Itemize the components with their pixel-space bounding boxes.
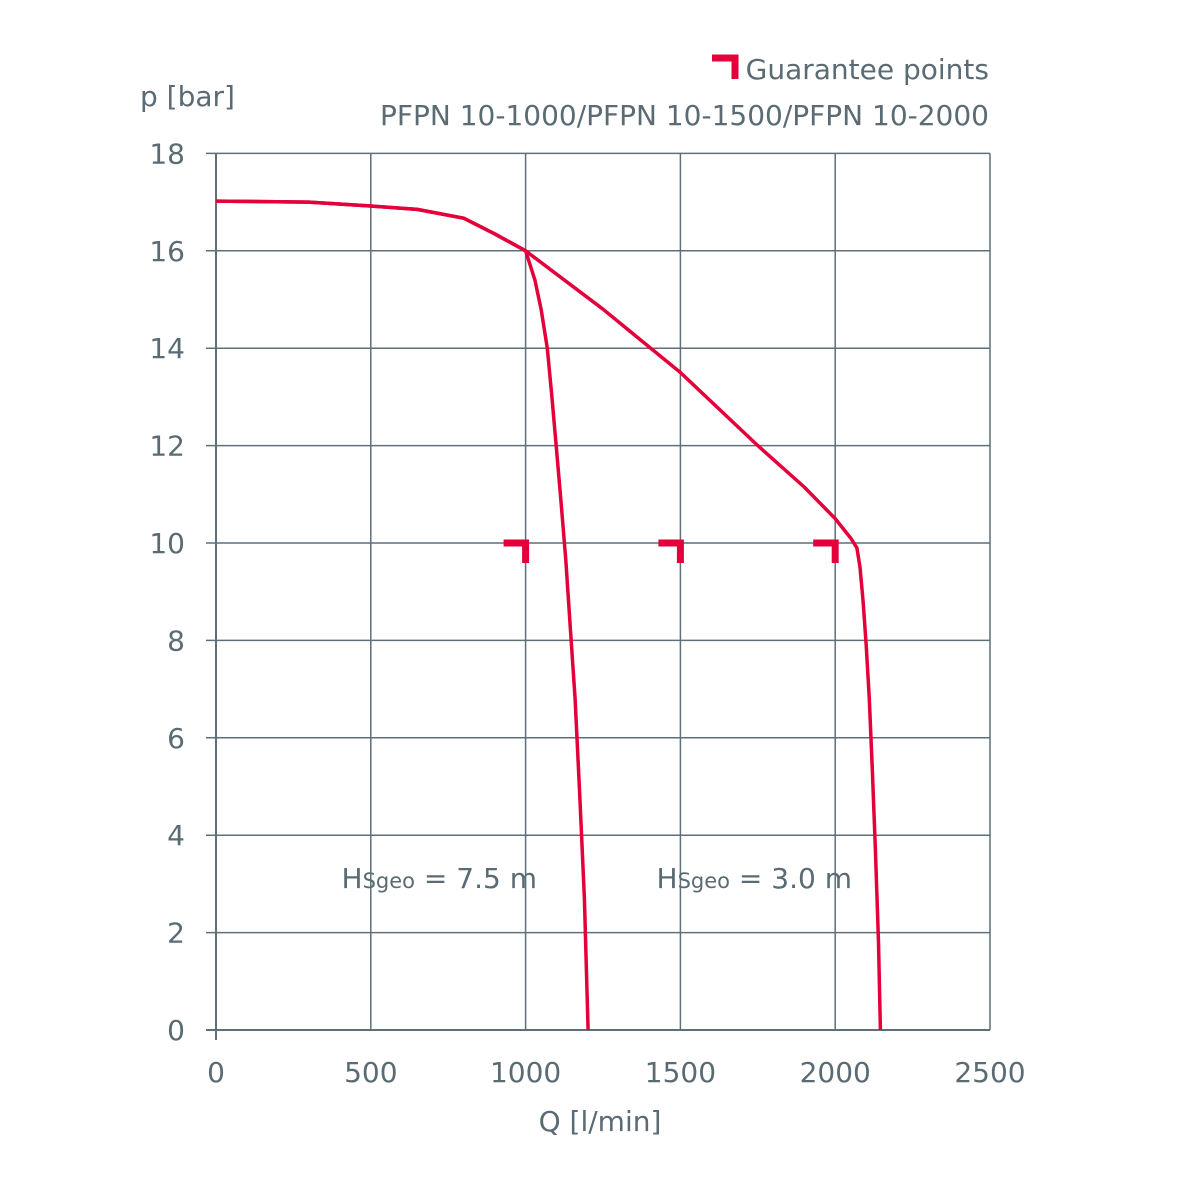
y-tick-label: 8 [167, 624, 185, 657]
x-tick-label: 2500 [954, 1056, 1025, 1089]
series-line-1 [215, 199, 590, 1031]
curves [215, 199, 883, 1031]
guarantee-point-marker [813, 539, 839, 563]
annotations: HSgeo = 7.5 m HSgeo = 3.0 m [342, 862, 852, 895]
series-line-2 [215, 199, 883, 1031]
guarantee-point-marker [658, 539, 684, 563]
y-tick-label: 6 [167, 722, 185, 755]
y-tick-label: 10 [149, 527, 185, 560]
chart-title: PFPN 10-1000/PFPN 10-1500/PFPN 10-2000 [380, 99, 989, 132]
x-tick-label: 0 [207, 1056, 225, 1089]
y-tick-label: 18 [149, 137, 185, 170]
tick-labels: 0 500 1000 1500 2000 2500 0 2 4 6 8 10 12 14 16 18 [149, 137, 1025, 1089]
legend-guarantee-marker [712, 54, 739, 79]
x-axis-label: Q [l/min] [539, 1105, 662, 1138]
y-axis-label: p [bar] [140, 80, 235, 113]
legend-label: Guarantee points [746, 53, 989, 86]
y-tick-label: 4 [167, 819, 185, 852]
guarantee-points [503, 539, 839, 563]
x-tick-label: 500 [344, 1056, 397, 1089]
x-tick-label: 1500 [645, 1056, 716, 1089]
grid [206, 152, 991, 1040]
y-tick-label: 14 [149, 332, 185, 365]
y-tick-label: 2 [167, 917, 185, 950]
x-tick-label: 1000 [490, 1056, 561, 1089]
guarantee-point-marker [503, 539, 530, 563]
x-tick-label: 2000 [800, 1056, 871, 1089]
y-tick-label: 16 [149, 235, 185, 268]
annotation-label: HSgeo = 3.0 m [657, 862, 852, 895]
y-tick-label: 0 [167, 1014, 185, 1047]
legend: Guarantee points [712, 53, 989, 86]
annotation-label: HSgeo = 7.5 m [342, 862, 537, 895]
y-tick-label: 12 [149, 430, 185, 463]
